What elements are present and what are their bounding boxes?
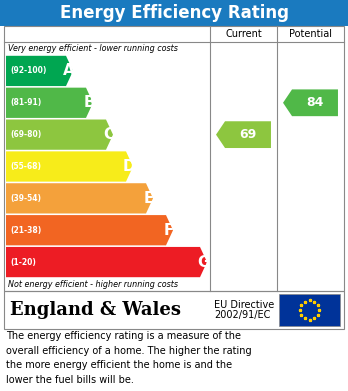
Polygon shape [283, 90, 338, 116]
Text: England & Wales: England & Wales [10, 301, 181, 319]
Text: Energy Efficiency Rating: Energy Efficiency Rating [60, 4, 288, 22]
Text: EU Directive: EU Directive [214, 300, 274, 310]
Text: 84: 84 [306, 96, 324, 109]
Text: (21-38): (21-38) [10, 226, 41, 235]
Polygon shape [6, 183, 153, 213]
Text: F: F [164, 223, 174, 238]
Text: A: A [63, 63, 75, 79]
Text: Potential: Potential [289, 29, 332, 39]
Text: B: B [83, 95, 95, 110]
Text: (92-100): (92-100) [10, 66, 46, 75]
Polygon shape [216, 121, 271, 148]
Text: (81-91): (81-91) [10, 98, 41, 107]
Polygon shape [6, 151, 133, 182]
Text: 2002/91/EC: 2002/91/EC [214, 310, 270, 320]
Text: 69: 69 [239, 128, 256, 141]
Text: D: D [123, 159, 135, 174]
Polygon shape [6, 88, 93, 118]
Polygon shape [6, 247, 207, 277]
Text: E: E [144, 191, 154, 206]
Text: (55-68): (55-68) [10, 162, 41, 171]
Text: (39-54): (39-54) [10, 194, 41, 203]
Text: C: C [104, 127, 115, 142]
Polygon shape [6, 120, 113, 150]
Bar [0, 0, 348, 26]
Text: The energy efficiency rating is a measure of the
overall efficiency of a home. T: The energy efficiency rating is a measur… [6, 331, 252, 385]
Polygon shape [6, 56, 73, 86]
Bar [279, 294, 340, 326]
Text: (1-20): (1-20) [10, 258, 36, 267]
Polygon shape [6, 215, 173, 245]
Text: Current: Current [225, 29, 262, 39]
Text: Not energy efficient - higher running costs: Not energy efficient - higher running co… [8, 280, 178, 289]
Bar [4, 291, 344, 329]
Bar [4, 26, 344, 291]
Text: (69-80): (69-80) [10, 130, 41, 139]
Text: Very energy efficient - lower running costs: Very energy efficient - lower running co… [8, 44, 178, 53]
Text: G: G [197, 255, 209, 269]
